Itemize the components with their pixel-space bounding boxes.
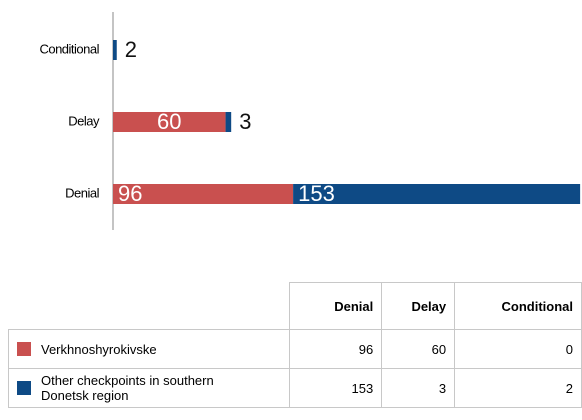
table-cell: 2 (454, 368, 582, 408)
table-cell: 3 (381, 368, 456, 408)
bar-segment (293, 184, 581, 204)
corner (8, 282, 290, 330)
bar-segment (113, 184, 294, 204)
category-label: Denial (65, 185, 99, 200)
bar-segment (225, 112, 232, 132)
table-header: Denial Delay Conditional (8, 282, 582, 330)
legend-entry: Verkhnoshyrokivske (17, 342, 281, 357)
table-cell: 0 (454, 329, 582, 369)
column-header: Denial (289, 282, 383, 330)
data-label: 2 (125, 37, 137, 62)
bar-segment (113, 40, 117, 60)
legend-label: Verkhnoshyrokivske (41, 341, 157, 357)
data-label: 60 (157, 109, 181, 134)
table-row: Verkhnoshyrokivske 96 60 0 (7, 329, 582, 369)
legend-swatch (17, 342, 31, 356)
category-label: Delay (68, 113, 100, 128)
row-label-cell: Verkhnoshyrokivske (7, 329, 291, 369)
table-cell: 153 (289, 368, 383, 408)
table-cell: 96 (289, 329, 383, 369)
column-header: Conditional (454, 282, 582, 330)
data-label: 153 (298, 181, 335, 206)
legend-label: Other checkpoints in southern Donetsk re… (41, 373, 214, 403)
column-header: Delay (381, 282, 456, 330)
table-row: Other checkpoints in southern Donetsk re… (7, 368, 582, 408)
row-label-cell: Other checkpoints in southern Donetsk re… (7, 368, 291, 408)
bar-segment (113, 112, 226, 132)
data-label: 3 (239, 109, 251, 134)
category-label: Conditional (39, 41, 99, 56)
table-cell: 60 (381, 329, 456, 369)
legend-entry: Other checkpoints in southern Donetsk re… (17, 373, 281, 403)
data-table: Denial Delay Conditional Verkhnoshyrokivsk… (7, 282, 582, 408)
legend-swatch (17, 381, 31, 395)
chart: Conditional 2 Delay 60 3 Denial 96 153 (39, 12, 581, 230)
data-label: 96 (118, 181, 142, 206)
